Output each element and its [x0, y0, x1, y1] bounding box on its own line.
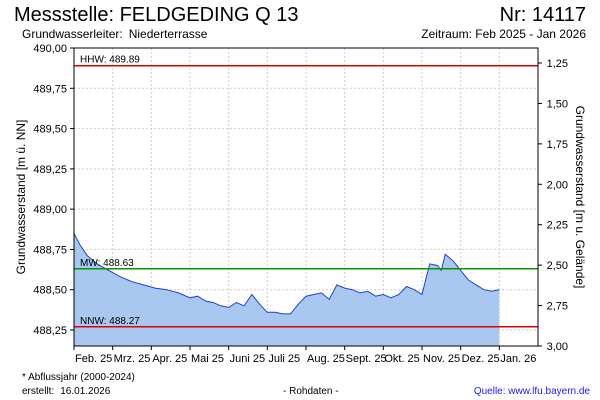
aquifer-info: Grundwasserleiter: Niederterrasse: [22, 27, 207, 41]
station-number: Nr: 14117: [499, 4, 586, 26]
y-tick-label: 490,00: [33, 43, 67, 55]
y-tick-label: 488,50: [33, 285, 67, 297]
y-right-tick-label: 2,75: [547, 301, 568, 313]
y-right-tick-label: 1,75: [547, 139, 568, 151]
x-tick-label: Juni 25: [230, 353, 265, 365]
water-level-area: [74, 233, 500, 346]
y-tick-label: 489,00: [33, 204, 67, 216]
reference-lines: HHW: 489.89 MW: 488.63 NNW: 488.27: [74, 55, 538, 328]
nnw-label: NNW: 488.27: [80, 316, 140, 327]
aquifer-value: Niederterrasse: [128, 27, 208, 41]
created-date: 16.01.2026: [60, 386, 111, 397]
hhw-label: HHW: 489.89: [80, 55, 140, 66]
x-tick-label: Feb. 25: [75, 353, 112, 365]
y-tick-label: 488,75: [33, 244, 67, 256]
y-tick-label: 489,25: [33, 164, 67, 176]
y-right-tick-label: 1,25: [547, 58, 568, 70]
y-tick-label: 489,50: [33, 124, 67, 136]
y-right-tick-label: 2,00: [547, 179, 568, 191]
x-tick-label: Mrz. 25: [114, 353, 151, 365]
x-tick-label: Nov. 25: [423, 353, 460, 365]
aquifer-label: Grundwasserleiter:: [22, 27, 123, 41]
footer-raw-data: - Rohdaten -: [283, 386, 339, 397]
station-title: Messstelle: FELDGEDING Q 13: [14, 4, 299, 26]
y-axis-left-ticks: 490,00 489,75 489,50 489,25 489,00 488,75 488,…: [33, 43, 74, 337]
created-label: erstellt:: [22, 386, 55, 397]
y-right-tick-label: 2,25: [547, 220, 568, 232]
x-tick-label: Aug. 25: [307, 353, 345, 365]
x-tick-label: Okt. 25: [384, 353, 419, 365]
x-axis-ticks: Feb. 25 Mrz. 25 Apr. 25 Mai 25 Juni 25 Juli 2…: [73, 346, 536, 365]
source-link[interactable]: Quelle: www.lfu.bayern.de: [473, 386, 590, 397]
y-axis-right-label: Grundwasserstand [m u. Gelände]: [573, 106, 587, 289]
water-level-line: [73, 233, 500, 315]
y-axis-left-label: Grundwasserstand [m ü. NN]: [14, 120, 28, 275]
x-tick-label: Juli 25: [268, 353, 300, 365]
mw-label: MW: 488.63: [80, 258, 134, 269]
x-tick-label: Mai 25: [191, 353, 224, 365]
x-tick-label: Jan. 26: [500, 353, 536, 365]
y-tick-label: 489,75: [33, 83, 67, 95]
footer-created: erstellt: 16.01.2026: [22, 386, 110, 397]
y-axis-right-ticks: 1,25 1,50 1,75 2,00 2,25 2,50 2,75 3,00: [538, 58, 568, 353]
y-right-tick-label: 3,00: [547, 341, 568, 353]
x-tick-label: Sept. 25: [346, 353, 387, 365]
y-tick-label: 488,25: [33, 325, 67, 337]
x-tick-label: Apr. 25: [152, 353, 187, 365]
footer-note: * Abflussjahr (2000-2024): [22, 372, 135, 383]
x-tick-label: Dez. 25: [462, 353, 500, 365]
period-info: Zeitraum: Feb 2025 - Jan 2026: [421, 27, 586, 41]
y-right-tick-label: 2,50: [547, 260, 568, 272]
y-right-tick-label: 1,50: [547, 98, 568, 110]
